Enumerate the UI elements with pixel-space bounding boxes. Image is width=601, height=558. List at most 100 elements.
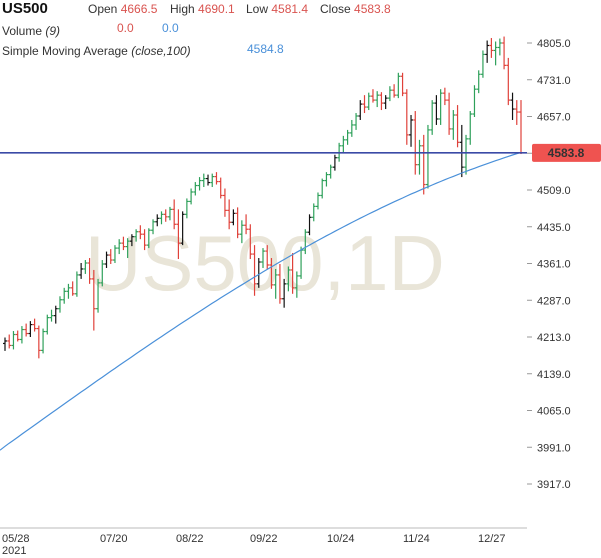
ohlc-bar — [19, 326, 24, 344]
ohlc-bar — [134, 229, 139, 242]
x-axis: 05/28 07/20 08/22 09/22 10/24 11/24 12/27 2021 — [2, 533, 506, 557]
volume-value-1: 0.0 — [117, 21, 134, 35]
ohlc-bar — [366, 92, 371, 111]
ohlc-bar — [24, 323, 29, 337]
y-tick-label: 4287.0 — [537, 295, 571, 307]
high-label: High — [170, 2, 195, 16]
x-tick-label: 05/28 — [2, 533, 30, 545]
ohlc-bar — [142, 229, 147, 251]
x-tick-label: 09/22 — [250, 533, 278, 545]
ohlc-bar — [434, 95, 439, 125]
open-value: 4666.5 — [120, 2, 158, 16]
y-tick-label: 3917.0 — [537, 479, 571, 491]
y-axis: 4805.04731.04657.04583.04509.04435.04361… — [527, 38, 571, 491]
ohlc-bar — [430, 100, 435, 135]
ohlc-bar — [362, 95, 367, 114]
ohlc-bar — [497, 38, 502, 56]
ohlc-bar — [53, 305, 58, 324]
ohlc-bar — [172, 199, 177, 230]
y-tick-label: 4361.0 — [537, 259, 571, 271]
y-tick-label: 4065.0 — [537, 406, 571, 418]
ohlc-bar — [138, 225, 143, 240]
ohlc-bar — [231, 209, 236, 226]
ohlc-bar — [108, 249, 113, 264]
sma-label: Simple Moving Average — [2, 44, 128, 58]
ohlc-bar — [146, 228, 151, 249]
ohlc-bar — [206, 174, 211, 186]
ohlc-bar — [320, 178, 325, 199]
ohlc-bar — [514, 100, 519, 125]
ohlc-bar — [354, 113, 359, 130]
sma-param: (close,100) — [131, 44, 191, 58]
high-value: 4690.1 — [198, 2, 235, 16]
ohlc-bar — [413, 111, 418, 175]
ohlc-bar — [3, 337, 7, 351]
ohlc-bar — [189, 188, 194, 205]
ohlc-bar — [379, 92, 384, 111]
ohlc-bar — [159, 211, 164, 225]
ohlc-bar — [383, 95, 388, 110]
ohlc-bar — [91, 269, 96, 331]
y-tick-label: 4657.0 — [537, 112, 571, 124]
ohlc-bar — [227, 199, 232, 230]
ohlc-bar — [277, 263, 282, 304]
ohlc-bar — [180, 211, 185, 246]
ohlc-bar — [121, 236, 126, 251]
y-tick-label: 4139.0 — [537, 369, 571, 381]
ohlc-bar — [451, 110, 456, 140]
ohlc-bar — [519, 100, 523, 155]
ohlc-bar — [438, 89, 443, 125]
close-label: Close — [320, 2, 351, 16]
ohlc-bar — [442, 87, 447, 106]
ohlc-bar — [311, 203, 316, 222]
y-tick-label: 4731.0 — [537, 75, 571, 87]
volume-value-2: 0.0 — [162, 21, 179, 35]
ohlc-bar — [163, 209, 168, 222]
ohlc-bar — [375, 91, 380, 108]
ohlc-bar — [459, 124, 464, 178]
ohlc-bar — [248, 224, 253, 260]
ohlc-bar — [176, 209, 181, 260]
ohlc-bar — [425, 124, 430, 189]
ohlc-bar — [104, 251, 109, 268]
ohlc-bar — [273, 268, 278, 299]
ohlc-bar — [485, 40, 490, 63]
ohlc-bar — [62, 287, 67, 304]
x-tick-label: 07/20 — [100, 533, 128, 545]
ohlc-bar — [464, 134, 469, 175]
ohlc-bar — [294, 271, 299, 298]
ohlc-bar — [129, 234, 134, 247]
ohlc-bar — [57, 296, 62, 313]
open-label: Open — [88, 2, 118, 16]
ohlc-bar — [404, 89, 409, 145]
ohlc-bar — [74, 271, 79, 297]
ohlc-bar — [269, 258, 274, 289]
ohlc-bar — [286, 266, 291, 292]
ohlc-bar — [261, 248, 265, 268]
ohlc-bar — [332, 154, 337, 171]
ohlc-bar — [15, 330, 20, 342]
ohlc-bar — [197, 177, 202, 191]
ohlc-bar — [87, 258, 92, 284]
ohlc-bar — [235, 207, 240, 239]
ohlc-bar — [32, 318, 37, 332]
ohlc-bar — [409, 115, 414, 147]
ohlc-bar — [341, 135, 346, 153]
ohlc-bar — [307, 214, 312, 236]
ohlc-bar — [472, 85, 477, 117]
ohlc-bar — [256, 258, 261, 288]
ohlc-bar — [155, 214, 160, 227]
ohlc-bar — [345, 129, 350, 145]
ohlc-bar — [66, 283, 71, 299]
ohlc-bar — [370, 89, 375, 103]
low-value: 4581.4 — [271, 2, 309, 16]
ohlc-bar — [244, 214, 249, 235]
ohlc-bar — [70, 281, 75, 296]
ohlc-bar — [7, 334, 12, 349]
ohlc-bar — [125, 238, 130, 259]
y-tick-label: 4435.0 — [537, 222, 571, 234]
ohlc-bar — [358, 100, 363, 120]
ohlc-bar — [328, 164, 333, 179]
ohlc-bar — [239, 220, 244, 244]
